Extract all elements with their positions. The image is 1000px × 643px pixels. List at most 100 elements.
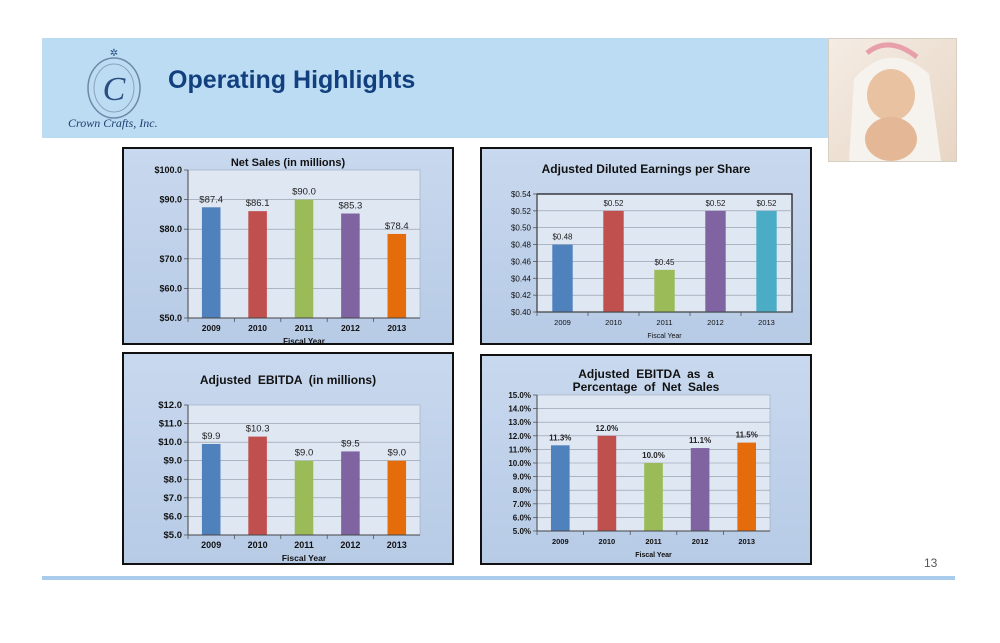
x-tick-label: 2009 — [202, 323, 221, 333]
eps-chart: Adjusted Diluted Earnings per Share $0.4… — [480, 147, 812, 345]
bar-2011 — [654, 269, 675, 312]
y-tick-label: $0.42 — [511, 291, 532, 300]
x-tick-label: 2010 — [599, 537, 616, 546]
baby-photo — [828, 38, 957, 162]
x-axis-label: Fiscal Year — [282, 553, 327, 563]
y-tick-label: 6.0% — [513, 513, 531, 522]
bar-2011 — [294, 199, 314, 318]
x-tick-label: 2013 — [758, 318, 775, 327]
x-tick-label: 2012 — [340, 540, 360, 550]
chart-title: Adjusted Diluted Earnings per Share — [541, 162, 751, 176]
y-tick-label: $10.0 — [158, 437, 182, 448]
x-tick-label: 2010 — [248, 540, 268, 550]
chart-title-line2: Percentage of Net Sales — [572, 380, 720, 394]
data-label: $9.9 — [202, 431, 221, 442]
x-tick-label: 2011 — [645, 537, 661, 546]
x-tick-label: 2010 — [605, 318, 622, 327]
chart-title: Net Sales (in millions) — [230, 157, 346, 169]
bar-2011 — [294, 460, 314, 535]
chart-svg: 5.0% 6.0% 7.0% 8.0% 9.0% 10.0% 11.0% 12.0% 13.0%… — [508, 391, 771, 559]
data-label: $9.0 — [295, 448, 314, 459]
y-tick-label: $80.0 — [159, 224, 182, 234]
y-tick-label: 9.0% — [513, 473, 531, 482]
y-tick-label: 8.0% — [513, 486, 531, 495]
svg-text:✲: ✲ — [110, 48, 118, 59]
y-tick-label: $90.0 — [159, 195, 182, 205]
ebitda-chart: Adjusted EBITDA (in millions) $5.0 $6.0 $7… — [122, 352, 454, 565]
x-tick-label: 2010 — [248, 323, 267, 333]
y-tick-label: 12.0% — [508, 432, 531, 441]
bar-2013 — [387, 460, 407, 535]
page-title: Operating Highlights — [168, 66, 416, 94]
data-label: 11.1% — [689, 436, 711, 445]
y-tick-label: $100.0 — [154, 165, 182, 175]
x-axis-label: Fiscal Year — [283, 337, 325, 343]
y-tick-label: $0.48 — [511, 241, 532, 250]
crown-crafts-logo: C ✲ — [87, 48, 141, 119]
bar-2009 — [201, 207, 221, 318]
chart-title: Adjusted EBITDA (in millions) — [199, 373, 377, 387]
data-label: $85.3 — [339, 201, 363, 212]
baby-image-icon — [849, 42, 941, 161]
data-label: $86.1 — [246, 198, 270, 209]
y-tick-label: $60.0 — [159, 283, 182, 293]
x-tick-label: 2009 — [554, 318, 571, 327]
y-tick-label: 11.0% — [509, 445, 531, 454]
y-tick-label: $12.0 — [158, 400, 182, 411]
bar-2009 — [201, 444, 221, 535]
page-number: 13 — [924, 556, 938, 570]
data-label: 12.0% — [596, 424, 619, 433]
bar-2010 — [597, 435, 617, 531]
x-tick-label: 2013 — [387, 323, 406, 333]
y-tick-label: 14.0% — [508, 405, 531, 414]
x-tick-label: 2011 — [656, 318, 672, 327]
x-tick-label: 2009 — [201, 540, 221, 550]
ebitda-percentage-chart: Adjusted EBITDA as a Percentage of Net S… — [480, 354, 812, 565]
bar-2013 — [387, 233, 407, 318]
bar-2010 — [248, 211, 267, 318]
footer-line — [42, 576, 955, 580]
y-tick-label: $0.44 — [511, 274, 532, 283]
bar-2013 — [737, 442, 757, 531]
x-tick-label: 2009 — [552, 537, 569, 546]
data-label: $0.52 — [756, 199, 777, 208]
y-tick-label: $0.50 — [511, 224, 532, 233]
data-label: $87.4 — [199, 194, 223, 205]
y-tick-label: 13.0% — [508, 418, 531, 427]
y-tick-label: $50.0 — [159, 313, 182, 323]
y-tick-label: $0.52 — [511, 207, 532, 216]
chart-svg: $5.0 $6.0 $7.0 $8.0 $9.0 $10.0 $11.0 $12.0 $9.9 2… — [158, 400, 421, 563]
y-tick-label: $0.46 — [511, 257, 532, 266]
x-tick-label: 2012 — [692, 537, 709, 546]
data-label: $90.0 — [292, 187, 316, 198]
bar-2011 — [644, 463, 663, 531]
svg-text:C: C — [103, 71, 126, 108]
x-axis-label: Fiscal Year — [647, 333, 682, 340]
data-label: $10.3 — [246, 424, 270, 435]
y-tick-label: $5.0 — [164, 530, 183, 541]
y-tick-label: 15.0% — [508, 391, 531, 400]
net-sales-chart: Net Sales (in millions) $50.0 $60.0 $70.0 $… — [122, 147, 454, 345]
x-tick-label: 2013 — [738, 537, 755, 546]
data-label: 11.3% — [549, 433, 571, 442]
data-label: $0.52 — [603, 199, 624, 208]
y-tick-label: $8.0 — [164, 474, 183, 485]
bar-2010 — [248, 436, 267, 535]
data-label: $0.45 — [654, 258, 675, 267]
y-tick-label: 7.0% — [513, 500, 531, 509]
x-tick-label: 2013 — [387, 540, 407, 550]
y-tick-label: $0.40 — [511, 308, 532, 317]
header-band — [42, 38, 955, 138]
x-axis-label: Fiscal Year — [635, 552, 672, 559]
bar-2013 — [756, 210, 777, 312]
bar-2009 — [552, 244, 573, 312]
chart-svg: $50.0 $60.0 $70.0 $80.0 $90.0 $100.0 $87.4 2009… — [154, 165, 421, 343]
bar-2012 — [341, 451, 360, 535]
x-tick-label: 2011 — [295, 323, 314, 333]
bar-2012 — [690, 448, 710, 531]
bar-2012 — [341, 213, 360, 318]
data-label: $78.4 — [385, 221, 409, 232]
data-label: $9.0 — [388, 448, 407, 459]
data-label: 11.5% — [736, 431, 758, 440]
